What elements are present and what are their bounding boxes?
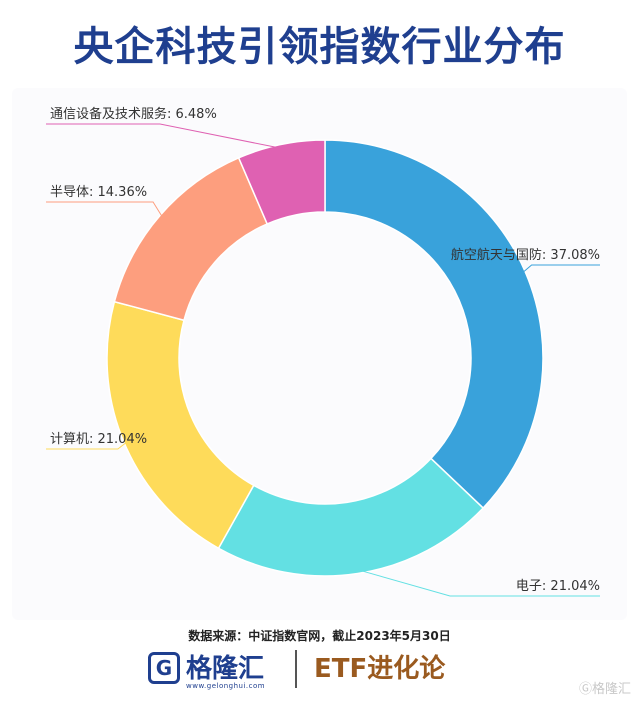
footer: G 格隆汇 www.gelonghui.com ETF进化论 Ⓖ格隆汇 bbox=[0, 642, 639, 702]
brand-url: www.gelonghui.com bbox=[186, 682, 266, 690]
donut-slice-4 bbox=[113, 156, 269, 322]
leader-line-1 bbox=[521, 264, 600, 274]
leader-line-4 bbox=[46, 201, 164, 219]
leader-line-2 bbox=[357, 569, 600, 597]
donut-chart: 航空航天与国防: 37.08% 电子: 21.04% 计算机: 21.04% 半导体:… bbox=[46, 106, 600, 597]
slice-label-2: 电子: 21.04% bbox=[516, 579, 600, 594]
slice-label-5: 通信设备及技术服务: 6.48% bbox=[50, 106, 217, 122]
leader-line-3 bbox=[46, 440, 129, 450]
donut-slice-1 bbox=[324, 139, 544, 510]
page-title: 央企科技引领指数行业分布 bbox=[73, 24, 566, 70]
donut-slice-2 bbox=[217, 457, 485, 577]
slice-label-1: 航空航天与国防: 37.08% bbox=[451, 247, 600, 263]
leader-line-5 bbox=[46, 123, 282, 149]
gelonghui-logo-icon: G bbox=[148, 652, 180, 684]
donut-slice-5 bbox=[237, 139, 326, 225]
slice-label-3: 计算机: 21.04% bbox=[50, 432, 147, 447]
source-note: 数据来源：中证指数官网，截止2023年5月30日 bbox=[188, 629, 451, 643]
donut-slice-3 bbox=[106, 300, 255, 550]
brand-name: 格隆汇 bbox=[186, 654, 265, 684]
footer-divider bbox=[295, 650, 297, 688]
etf-brand: ETF进化论 bbox=[314, 654, 446, 684]
slice-label-4: 半导体: 14.36% bbox=[50, 185, 147, 200]
watermark: Ⓖ格隆汇 bbox=[578, 682, 631, 697]
